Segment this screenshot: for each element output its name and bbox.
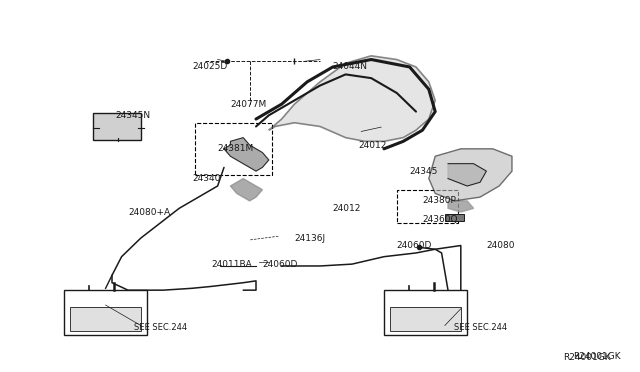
Bar <box>445 214 464 221</box>
Text: 24380P: 24380P <box>422 196 456 205</box>
FancyBboxPatch shape <box>64 290 147 335</box>
Text: 24012: 24012 <box>333 204 361 213</box>
Text: 24345N: 24345N <box>115 111 150 120</box>
Text: 24012: 24012 <box>358 141 387 150</box>
Polygon shape <box>224 138 269 171</box>
Text: 24060D: 24060D <box>262 260 298 269</box>
Text: 24060D: 24060D <box>397 241 432 250</box>
Text: 24360Q: 24360Q <box>422 215 458 224</box>
FancyBboxPatch shape <box>70 307 141 331</box>
FancyBboxPatch shape <box>390 307 461 331</box>
Text: R24001GK: R24001GK <box>573 352 621 361</box>
FancyBboxPatch shape <box>93 113 141 140</box>
PathPatch shape <box>429 149 512 201</box>
Text: 24136J: 24136J <box>294 234 326 243</box>
Polygon shape <box>448 201 474 212</box>
Text: 24080: 24080 <box>486 241 515 250</box>
Text: 24025D: 24025D <box>192 62 227 71</box>
Text: R24001GK: R24001GK <box>563 353 611 362</box>
Text: 24077M: 24077M <box>230 100 267 109</box>
PathPatch shape <box>269 56 435 141</box>
Polygon shape <box>448 164 486 186</box>
Text: 24080+A: 24080+A <box>128 208 170 217</box>
Text: 24011BA: 24011BA <box>211 260 252 269</box>
Text: 24381M: 24381M <box>218 144 254 153</box>
Text: SEE SEC.244: SEE SEC.244 <box>134 323 188 332</box>
FancyBboxPatch shape <box>384 290 467 335</box>
Text: SEE SEC.244: SEE SEC.244 <box>454 323 508 332</box>
Polygon shape <box>230 179 262 201</box>
Text: 24340: 24340 <box>192 174 220 183</box>
Text: 24044N: 24044N <box>333 62 368 71</box>
Text: 24345: 24345 <box>410 167 438 176</box>
